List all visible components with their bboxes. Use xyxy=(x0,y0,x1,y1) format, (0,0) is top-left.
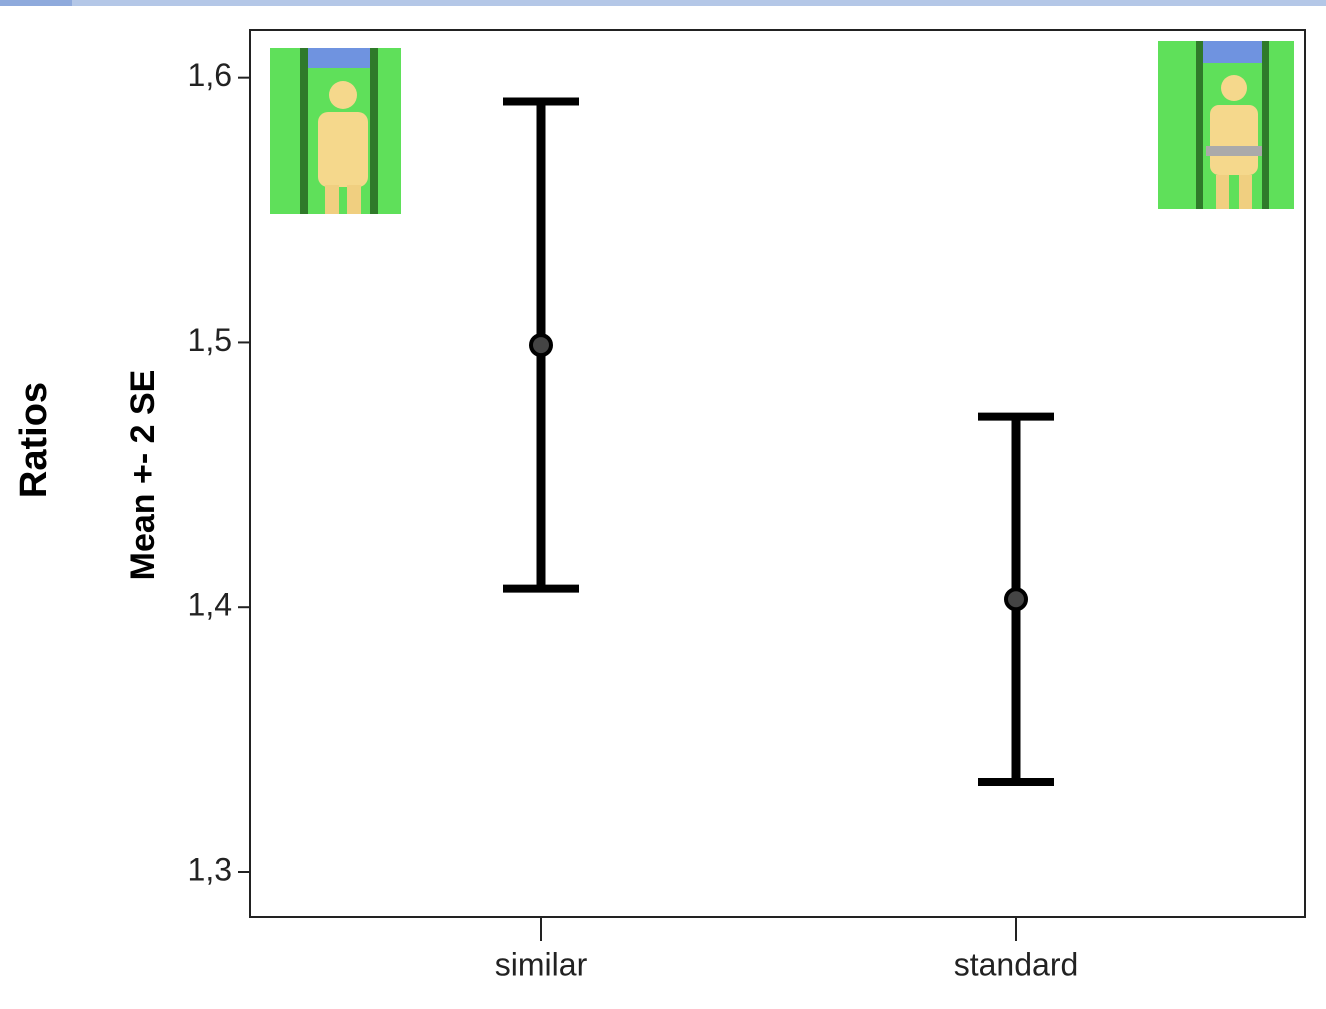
plot-frame xyxy=(250,30,1305,917)
chart: Ratios Mean +- 2 SE 1,3 1,4 1,5 1,6 similar s… xyxy=(0,0,1326,1009)
mean-point xyxy=(531,335,551,355)
y-tick-label: 1,3 xyxy=(188,851,232,887)
y-tick-label: 1,5 xyxy=(188,322,232,358)
mean-point xyxy=(1006,589,1026,609)
y-tick-label: 1,6 xyxy=(188,57,232,93)
y-tick-label: 1,4 xyxy=(188,587,232,623)
thumb-right xyxy=(1158,41,1294,209)
y-axis-label: Mean +- 2 SE xyxy=(124,370,162,581)
top-bar xyxy=(0,0,1326,6)
top-bar-accent xyxy=(0,0,72,6)
outer-label: Ratios xyxy=(13,382,55,498)
x-tick-label: similar xyxy=(495,946,588,982)
thumb-left xyxy=(270,48,401,214)
x-tick-label: standard xyxy=(954,946,1079,982)
